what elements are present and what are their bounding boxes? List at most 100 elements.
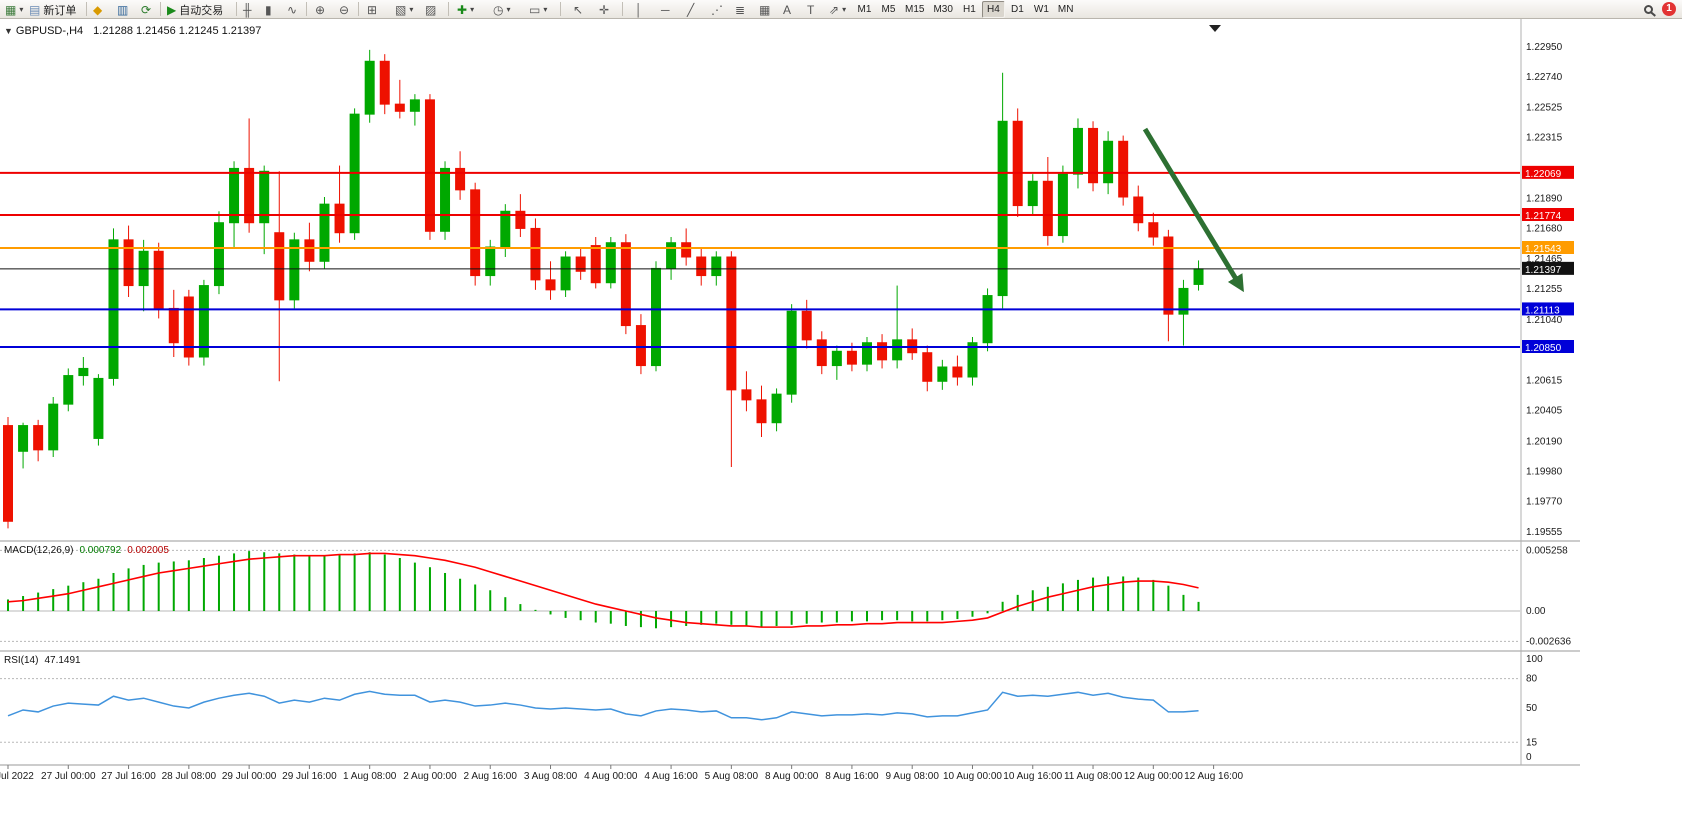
cursor-tool-button[interactable]: ↖ <box>570 1 586 18</box>
candle <box>1178 287 1189 315</box>
new-order-icon: ▤ <box>29 2 41 17</box>
label-tool-button[interactable]: T <box>804 1 817 18</box>
candlestick-chart-button[interactable]: ▮ <box>262 1 275 18</box>
trendline-tool-button[interactable]: ╱ <box>684 1 697 18</box>
new-chart-button[interactable]: ▦ ▾ <box>2 1 26 18</box>
label-tool-icon: T <box>807 2 815 17</box>
auto-trading-button[interactable]: ▶ 自动交易 <box>164 1 226 18</box>
text-tool-icon: A <box>783 2 792 17</box>
price-axis-label: 1.22740 <box>1526 72 1563 83</box>
candle <box>33 425 44 451</box>
notification-badge[interactable]: 1 <box>1662 2 1676 16</box>
timeframe-w1-button[interactable]: W1 <box>1033 4 1049 15</box>
scroll-to-end-marker[interactable] <box>1209 25 1221 32</box>
candle <box>575 256 586 272</box>
candle <box>1133 196 1144 224</box>
trend-arrow-annotation[interactable] <box>1142 127 1244 293</box>
candle <box>364 60 375 115</box>
candle <box>78 367 89 377</box>
price-badge-text: 1.21543 <box>1525 244 1562 255</box>
new-chart-icon: ▦ <box>5 2 17 17</box>
candle <box>877 342 888 361</box>
toolbar-separator <box>306 2 307 16</box>
market-watch-icon[interactable]: ▥ <box>114 1 131 18</box>
time-axis-label: 27 Jul 00:00 <box>41 771 96 782</box>
channel-tool-icon: ⋰ <box>711 2 723 17</box>
cursor-tool-icon: ↖ <box>573 2 584 17</box>
toolbar: M1 M5 M15 M30 H1 H4 D1 W1 MN 1 ▦ ▾ ▤ 新订单 ◆ ▥ ⟳ ▶ 自动交易 ╫ ▮ ∿… <box>0 0 1682 19</box>
arrows-tool-button[interactable]: ⇗ ▾ <box>826 1 849 18</box>
timeframe-m15-button[interactable]: M15 <box>905 4 925 15</box>
template-button[interactable]: ▭ ▾ <box>526 1 550 18</box>
timeframe-m1-button[interactable]: M1 <box>857 4 872 15</box>
mql-community-icon[interactable]: ◆ <box>90 1 105 18</box>
vertical-line-tool-button[interactable]: │ <box>632 1 646 18</box>
price-chart[interactable]: 1.22069 1.21774 1.21543 1.21397 1.21113 1.208… <box>0 19 1682 837</box>
periods-grid-button[interactable]: ▦ <box>756 1 773 18</box>
candle <box>982 295 993 344</box>
chart-ohlc-values: 1.21288 1.21456 1.21245 1.21397 <box>93 25 262 37</box>
candle <box>379 60 390 105</box>
time-axis-label: 10 Aug 16:00 <box>1003 771 1062 782</box>
candle <box>997 120 1008 297</box>
toolbar-separator <box>622 2 623 16</box>
bar-chart-button[interactable]: ╫ <box>240 1 255 18</box>
rsi-axis-label: 100 <box>1526 654 1543 665</box>
symbol-dropdown-icon[interactable]: ▼ <box>4 26 13 36</box>
candle <box>530 227 541 281</box>
price-badge: 1.21113 <box>1522 302 1574 316</box>
price-axis-label: 1.21040 <box>1526 315 1563 326</box>
tile-windows-button[interactable]: ⊞ <box>364 1 380 18</box>
refresh-icon[interactable]: ⟳ <box>138 1 154 18</box>
dropdown-arrow-icon: ▾ <box>506 5 511 14</box>
rsi-name: RSI(14) <box>4 655 39 666</box>
timeframe-mn-button[interactable]: MN <box>1057 4 1074 15</box>
price-axis-label: 1.19770 <box>1526 496 1563 507</box>
add-indicator-button[interactable]: ✚ ▾ <box>454 1 477 18</box>
timeframe-h1-button[interactable]: H1 <box>963 4 976 15</box>
crosshair-tool-button[interactable]: ✛ <box>596 1 612 18</box>
candle <box>1118 140 1129 198</box>
chart-symbol-period: GBPUSD-,H4 <box>15 25 84 37</box>
macd-name: MACD(12,26,9) <box>4 545 74 556</box>
line-chart-button[interactable]: ∿ <box>284 1 300 18</box>
time-axis: 26 Jul 2022 27 Jul 00:00 27 Jul 16:00 28 Ju… <box>0 765 1244 782</box>
price-badge: 1.21397 <box>1522 261 1574 276</box>
candle <box>304 239 315 262</box>
candle <box>48 403 59 451</box>
timeframe-d1-button[interactable]: D1 <box>1011 4 1024 15</box>
candle <box>756 399 767 424</box>
candle <box>485 246 496 277</box>
timeframe-m5-button[interactable]: M5 <box>881 4 896 15</box>
cascade-charts-button[interactable]: ▨ <box>422 1 439 18</box>
price-axis-label: 1.22315 <box>1526 133 1563 144</box>
arrange-charts-button[interactable]: ▧ ▾ <box>392 1 416 18</box>
text-tool-button[interactable]: A <box>780 1 794 18</box>
candle <box>440 167 451 232</box>
macd-signal-line <box>7 552 1199 628</box>
candlestick-chart-icon: ▮ <box>265 2 272 17</box>
timeframe-m30-button[interactable]: M30 <box>933 4 953 15</box>
time-axis-label: 8 Aug 00:00 <box>765 771 819 782</box>
zoom-in-button[interactable]: ⊕ <box>312 1 328 18</box>
price-axis-label: 1.21255 <box>1526 284 1563 295</box>
toolbar-separator <box>358 2 359 16</box>
macd-indicator-label: MACD(12,26,9) 0.000792 0.002005 <box>4 545 169 556</box>
price-badge-text: 1.21397 <box>1525 265 1562 276</box>
candle <box>892 339 903 361</box>
search-icon[interactable] <box>1644 4 1653 14</box>
period-selector-button[interactable]: ◷ ▾ <box>490 1 514 18</box>
candle <box>711 256 722 277</box>
time-axis-label: 5 Aug 08:00 <box>705 771 759 782</box>
new-order-button[interactable]: ▤ 新订单 <box>26 1 79 18</box>
candle <box>409 99 420 112</box>
timeframe-h4-button[interactable]: H4 <box>981 1 1005 18</box>
channel-tool-button[interactable]: ⋰ <box>708 1 726 18</box>
zoom-out-button[interactable]: ⊖ <box>336 1 352 18</box>
time-axis-label: 4 Aug 16:00 <box>644 771 698 782</box>
price-axis-label: 1.20405 <box>1526 406 1563 417</box>
fibonacci-tool-button[interactable]: ≣ <box>732 1 748 18</box>
timeframe-group: M1 M5 M15 M30 H1 H4 D1 W1 MN <box>853 1 1077 18</box>
horizontal-line-tool-button[interactable]: ─ <box>658 1 673 18</box>
